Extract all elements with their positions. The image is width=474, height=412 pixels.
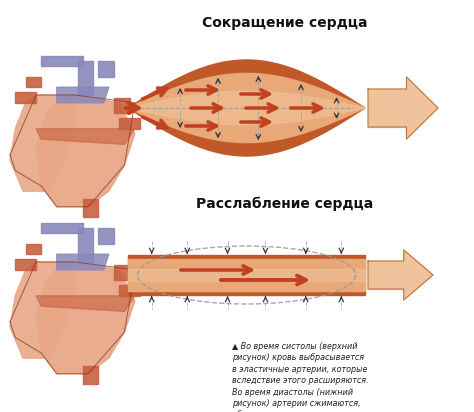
Polygon shape bbox=[128, 73, 365, 143]
Polygon shape bbox=[78, 61, 93, 95]
Polygon shape bbox=[36, 95, 135, 207]
Polygon shape bbox=[128, 255, 365, 295]
Polygon shape bbox=[15, 260, 36, 270]
Polygon shape bbox=[36, 262, 135, 374]
Polygon shape bbox=[407, 77, 438, 139]
Polygon shape bbox=[41, 56, 83, 66]
Polygon shape bbox=[368, 89, 407, 127]
Polygon shape bbox=[99, 228, 114, 244]
Polygon shape bbox=[119, 286, 140, 296]
Polygon shape bbox=[83, 199, 99, 217]
Polygon shape bbox=[26, 244, 41, 254]
Text: Расслабление сердца: Расслабление сердца bbox=[196, 197, 374, 211]
Polygon shape bbox=[78, 228, 93, 262]
Polygon shape bbox=[41, 223, 83, 234]
Text: Сокращение сердца: Сокращение сердца bbox=[202, 16, 368, 30]
Polygon shape bbox=[10, 95, 75, 191]
Polygon shape bbox=[10, 262, 75, 358]
Polygon shape bbox=[114, 265, 129, 280]
Polygon shape bbox=[15, 92, 36, 103]
Polygon shape bbox=[128, 269, 365, 281]
Polygon shape bbox=[36, 129, 135, 144]
Polygon shape bbox=[57, 254, 109, 270]
Polygon shape bbox=[368, 261, 404, 289]
Polygon shape bbox=[36, 296, 135, 311]
Polygon shape bbox=[114, 98, 129, 113]
Polygon shape bbox=[128, 91, 365, 125]
Polygon shape bbox=[83, 366, 99, 384]
Text: ▲ Во время систолы (верхний
рисунок) кровь выбрасывается
в эластичные артерии, к: ▲ Во время систолы (верхний рисунок) кро… bbox=[232, 342, 369, 412]
Polygon shape bbox=[128, 60, 365, 156]
Polygon shape bbox=[99, 61, 114, 77]
Polygon shape bbox=[404, 250, 433, 300]
Polygon shape bbox=[26, 77, 41, 87]
Polygon shape bbox=[119, 118, 140, 129]
Polygon shape bbox=[57, 87, 109, 103]
Polygon shape bbox=[128, 259, 365, 291]
